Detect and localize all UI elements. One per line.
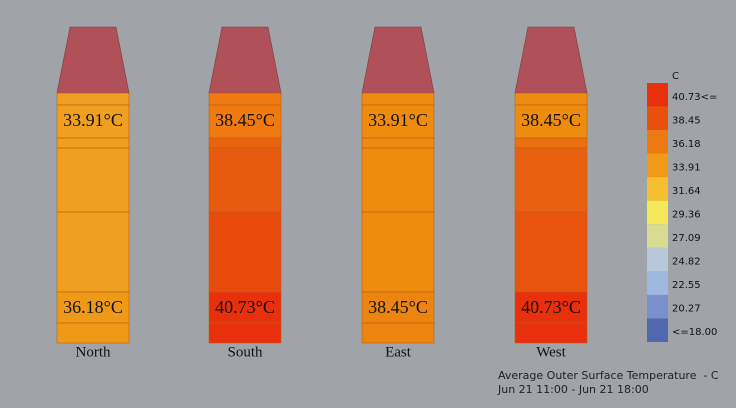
legend-label: 20.27: [672, 304, 701, 315]
legend-swatch: [647, 83, 668, 107]
legend-swatch: [647, 177, 668, 201]
wall-segment: [514, 147, 588, 213]
legend-label: 27.09: [672, 233, 701, 244]
legend-swatch: [647, 318, 668, 342]
temperature-label: 33.91°C: [63, 110, 123, 130]
temperature-label: 40.73°C: [521, 297, 581, 317]
legend-swatch: [647, 224, 668, 248]
temperature-label: 33.91°C: [368, 110, 428, 130]
roof: [208, 26, 282, 94]
temperature-label: 36.18°C: [63, 297, 123, 317]
wall-segment: [361, 322, 435, 344]
legend-unit: C: [672, 71, 679, 82]
facade-name: South: [227, 344, 263, 360]
wall-segment: [208, 92, 282, 106]
legend-label: 24.82: [672, 257, 701, 268]
temperature-label: 40.73°C: [215, 297, 275, 317]
roof: [361, 26, 435, 94]
wall-segment: [208, 147, 282, 213]
legend-label: 29.36: [672, 210, 701, 221]
wall-segment: [56, 147, 130, 213]
legend-swatch: [647, 200, 668, 225]
facade-name: West: [536, 344, 566, 360]
wall-segment: [56, 92, 130, 106]
wall-segment: [514, 291, 588, 324]
wall-segment: [361, 137, 435, 149]
wall-segment: [208, 322, 282, 344]
wall-segment: [514, 211, 588, 293]
legend-swatch: [647, 130, 668, 154]
legend-swatch: [647, 271, 668, 295]
legend-label: <=18.00: [672, 327, 717, 338]
wall-segment: [56, 211, 130, 293]
roof: [56, 26, 130, 94]
legend-label: 40.73<=: [672, 92, 717, 103]
wall-segment: [361, 211, 435, 293]
temperature-label: 38.45°C: [215, 110, 275, 130]
wall-segment: [514, 322, 588, 344]
wall-segment: [56, 137, 130, 149]
caption: Average Outer Surface Temperature - C: [498, 369, 719, 382]
wall-segment: [208, 104, 282, 139]
wall-segment: [56, 104, 130, 139]
wall-segment: [208, 211, 282, 293]
facade-name: North: [76, 344, 111, 360]
legend-label: 36.18: [672, 139, 701, 150]
legend-label: 38.45: [672, 115, 701, 126]
wall-segment: [514, 104, 588, 139]
temperature-label: 38.45°C: [521, 110, 581, 130]
wall-segment: [56, 291, 130, 324]
wall-segment: [208, 137, 282, 149]
facade-name: East: [385, 344, 412, 360]
caption: Jun 21 11:00 - Jun 21 18:00: [497, 383, 649, 396]
legend-label: 33.91: [672, 162, 701, 173]
legend-swatch: [647, 247, 668, 272]
temperature-label: 38.45°C: [368, 297, 428, 317]
legend-label: 22.55: [672, 280, 701, 291]
legend-swatch: [647, 106, 668, 131]
legend-label: 31.64: [672, 186, 701, 197]
wall-segment: [514, 92, 588, 106]
wall-segment: [56, 322, 130, 344]
legend-swatch: [647, 153, 668, 178]
wall-segment: [514, 137, 588, 149]
wall-segment: [361, 147, 435, 213]
legend-swatch: [647, 294, 668, 319]
roof: [514, 26, 588, 94]
wall-segment: [361, 92, 435, 106]
